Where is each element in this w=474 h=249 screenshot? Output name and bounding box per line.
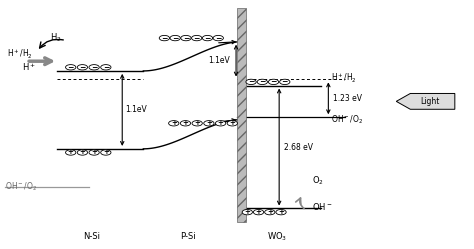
Circle shape: [159, 35, 170, 41]
Circle shape: [65, 150, 76, 155]
Circle shape: [280, 79, 290, 85]
Text: −: −: [193, 34, 200, 43]
Text: 2.68 eV: 2.68 eV: [284, 142, 313, 152]
Circle shape: [216, 121, 226, 126]
Text: +: +: [182, 120, 188, 126]
Text: −: −: [215, 34, 221, 43]
Text: OH$^-$/O$_2$: OH$^-$/O$_2$: [331, 113, 363, 126]
Text: +: +: [103, 149, 109, 155]
Circle shape: [170, 35, 180, 41]
Text: −: −: [183, 34, 189, 43]
Circle shape: [264, 209, 275, 215]
Text: −: −: [259, 77, 265, 86]
Bar: [237, 8, 246, 222]
Circle shape: [100, 150, 111, 155]
Circle shape: [276, 209, 286, 215]
Circle shape: [246, 79, 256, 85]
Text: H$^+$: H$^+$: [21, 62, 36, 73]
Text: 1.23 eV: 1.23 eV: [333, 94, 362, 103]
Text: +: +: [278, 209, 284, 215]
Text: −: −: [161, 34, 168, 43]
Text: 1.1eV: 1.1eV: [208, 56, 230, 65]
Circle shape: [227, 121, 237, 126]
Circle shape: [204, 121, 214, 126]
Text: +: +: [229, 120, 235, 126]
Circle shape: [242, 209, 253, 215]
Circle shape: [191, 35, 202, 41]
Text: H$^+$/H$_2$: H$^+$/H$_2$: [331, 72, 356, 85]
Circle shape: [202, 35, 213, 41]
Text: Light: Light: [420, 97, 440, 106]
Circle shape: [89, 150, 99, 155]
Circle shape: [100, 64, 111, 70]
Circle shape: [268, 79, 279, 85]
Circle shape: [254, 209, 264, 215]
Text: −: −: [79, 63, 86, 72]
Text: +: +: [267, 209, 273, 215]
Text: H$^+$/H$_2$: H$^+$/H$_2$: [8, 47, 33, 61]
Text: +: +: [68, 149, 73, 155]
Text: −: −: [103, 63, 109, 72]
Circle shape: [192, 121, 202, 126]
Circle shape: [77, 64, 88, 70]
Text: +: +: [171, 120, 177, 126]
Text: OH$^-$/O$_2$: OH$^-$/O$_2$: [5, 180, 37, 193]
Circle shape: [65, 64, 76, 70]
Text: +: +: [255, 209, 262, 215]
Circle shape: [181, 35, 191, 41]
Circle shape: [89, 64, 99, 70]
Circle shape: [77, 150, 88, 155]
Text: +: +: [218, 120, 224, 126]
Text: −: −: [248, 77, 254, 86]
Text: P-Si: P-Si: [180, 232, 196, 241]
Text: +: +: [194, 120, 200, 126]
Text: −: −: [67, 63, 74, 72]
FancyArrow shape: [396, 93, 455, 109]
Text: −: −: [91, 63, 97, 72]
Text: +: +: [80, 149, 85, 155]
Circle shape: [213, 35, 223, 41]
Text: OH$^-$: OH$^-$: [312, 200, 332, 212]
Text: −: −: [270, 77, 277, 86]
Text: N-Si: N-Si: [83, 232, 100, 241]
Text: H$_2$: H$_2$: [50, 32, 61, 44]
Text: −: −: [282, 77, 288, 86]
Circle shape: [257, 79, 267, 85]
Text: +: +: [245, 209, 250, 215]
Circle shape: [180, 121, 191, 126]
Text: O$_2$: O$_2$: [312, 174, 324, 187]
Text: WO$_3$: WO$_3$: [267, 230, 287, 243]
Text: −: −: [204, 34, 210, 43]
Text: +: +: [206, 120, 212, 126]
Text: +: +: [91, 149, 97, 155]
Text: −: −: [172, 34, 178, 43]
Circle shape: [169, 121, 179, 126]
Text: 1.1eV: 1.1eV: [126, 105, 147, 114]
